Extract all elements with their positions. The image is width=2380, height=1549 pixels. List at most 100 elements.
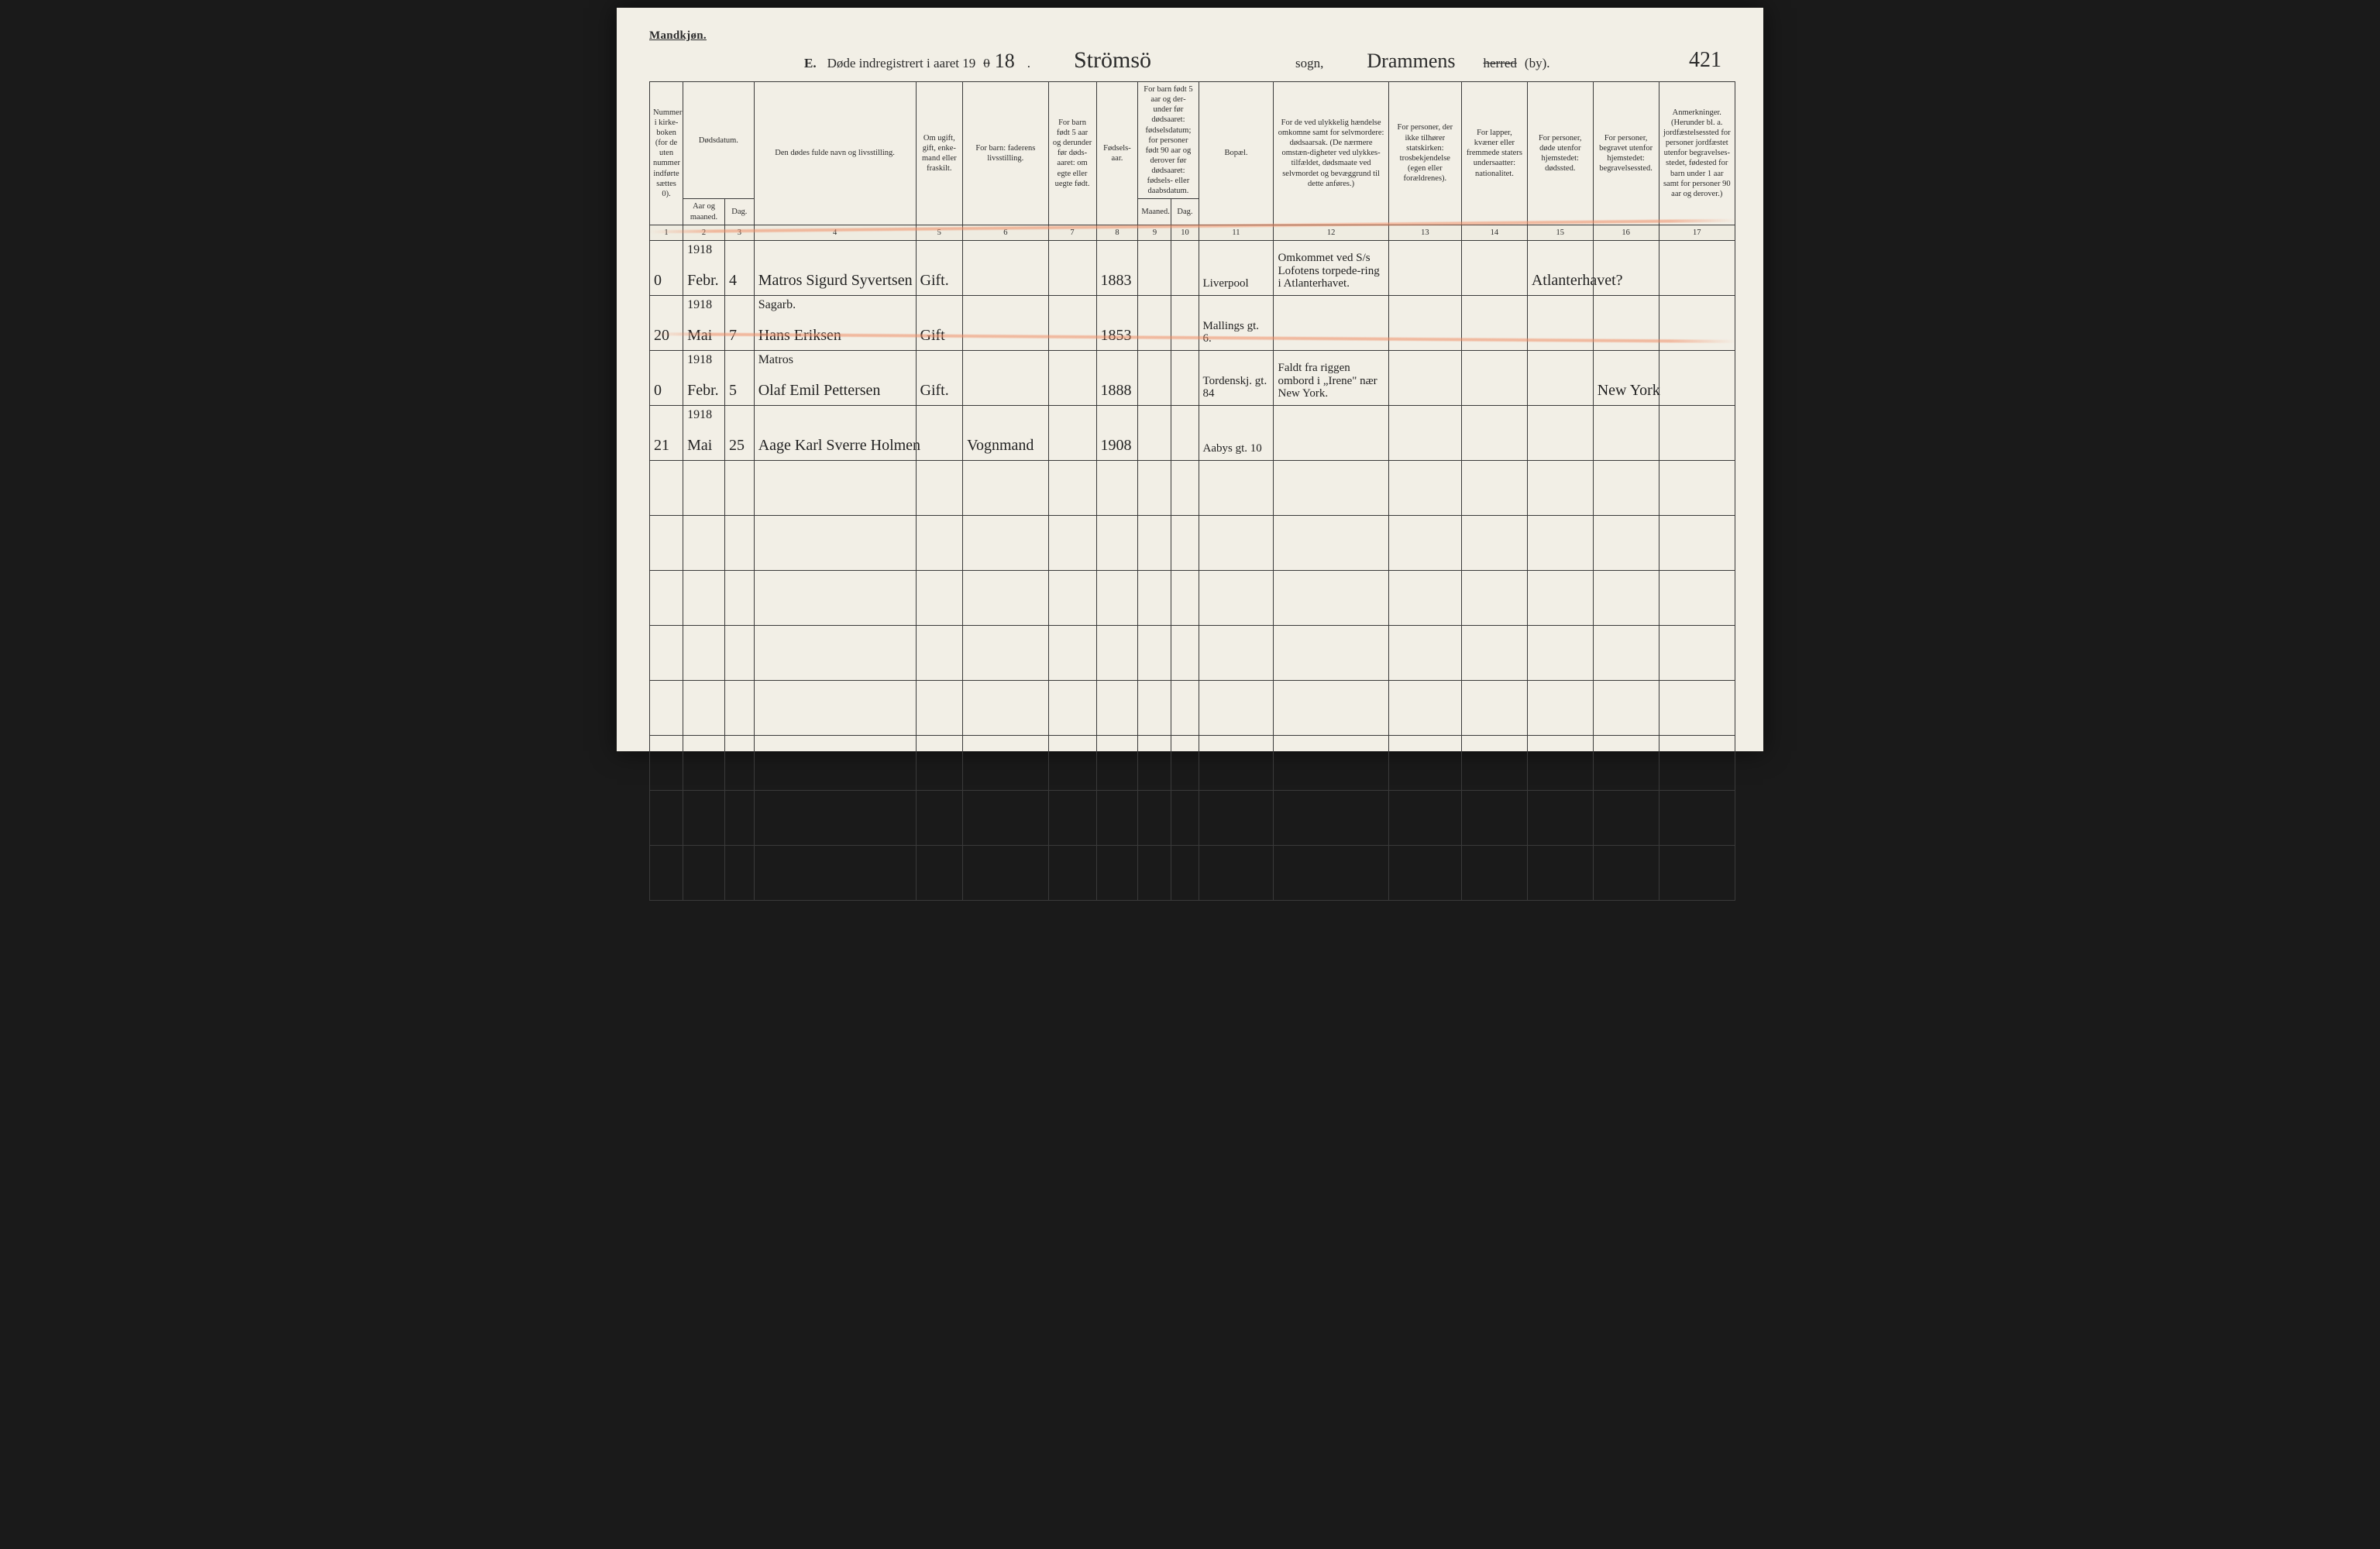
cell-value: 21 [654, 437, 669, 454]
empty-cell [1388, 570, 1461, 625]
cell-preline: 1918 [687, 297, 712, 313]
cell-birthyear: 1908 [1096, 405, 1138, 460]
empty-cell [1461, 790, 1527, 845]
empty-cell [1048, 570, 1096, 625]
col-header-9: Maaned. [1138, 199, 1171, 225]
empty-cell [1274, 515, 1388, 570]
cell-num: 0 [650, 240, 683, 295]
col-header-2a: Aar og maaned. [683, 199, 725, 225]
empty-cell [1096, 570, 1138, 625]
col-header-8: Fødsels-aar. [1096, 82, 1138, 225]
cell-value: Faldt fra riggen ombord i „Irene" nær Ne… [1278, 362, 1377, 400]
empty-cell [683, 460, 725, 515]
cell-father: Vognmand [963, 405, 1048, 460]
gender-label: Mandkjøn. [649, 29, 1735, 43]
cell-day: 25 [724, 405, 754, 460]
empty-cell [963, 460, 1048, 515]
register-page: Mandkjøn. E. Døde indregistrert i aaret … [617, 8, 1763, 751]
empty-cell [1048, 515, 1096, 570]
sogn-handwritten: Strömsö [1069, 47, 1156, 74]
cell-value: Liverpool [1203, 277, 1249, 290]
cell-status: Gift [916, 295, 963, 350]
col-header-13: For personer, der ikke tilhører statskir… [1388, 82, 1461, 225]
empty-cell [1171, 570, 1199, 625]
cell-name: MatrosOlaf Emil Pettersen [754, 350, 916, 405]
empty-cell [1527, 735, 1593, 790]
empty-cell [1527, 680, 1593, 735]
cell-father [963, 240, 1048, 295]
empty-cell [963, 625, 1048, 680]
empty-cell [1274, 625, 1388, 680]
empty-cell [754, 570, 916, 625]
cell-preline: Matros [758, 352, 793, 368]
empty-cell [963, 515, 1048, 570]
col-header-4: Den dødes fulde navn og livsstilling. [754, 82, 916, 225]
cell-value: Aage Karl Sverre Holmen [758, 437, 920, 454]
empty-cell [1527, 460, 1593, 515]
empty-cell [916, 515, 963, 570]
empty-cell [1138, 680, 1171, 735]
empty-cell [1388, 460, 1461, 515]
empty-cell [1461, 845, 1527, 900]
cell-value: Febr. [687, 382, 719, 399]
empty-cell [754, 625, 916, 680]
empty-cell [1274, 845, 1388, 900]
cell-bm [1138, 350, 1171, 405]
cell-num: 0 [650, 350, 683, 405]
cell-day: 4 [724, 240, 754, 295]
empty-cell [1593, 515, 1659, 570]
empty-cell [1171, 515, 1199, 570]
cell-birthyear: 1883 [1096, 240, 1138, 295]
cell-notes [1659, 240, 1735, 295]
col-number: 17 [1659, 225, 1735, 240]
cell-bd [1171, 405, 1199, 460]
empty-cell [1171, 735, 1199, 790]
empty-cell [1199, 845, 1274, 900]
empty-cell [650, 515, 683, 570]
cell-cause [1274, 295, 1388, 350]
year-handwritten: 18 [990, 50, 1020, 73]
empty-cell [683, 570, 725, 625]
register-title-prefix: Døde indregistrert i aaret 19 [827, 56, 976, 71]
cell-faith [1388, 295, 1461, 350]
cell-nat [1461, 405, 1527, 460]
cell-day: 7 [724, 295, 754, 350]
col-header-9-10-group: For barn født 5 aar og der-under før død… [1138, 82, 1199, 199]
empty-cell [1388, 845, 1461, 900]
cell-notes [1659, 405, 1735, 460]
cell-notes [1659, 350, 1735, 405]
empty-cell [1199, 570, 1274, 625]
empty-cell [1659, 460, 1735, 515]
col-header-15: For personer, døde utenfor hjemstedet: d… [1527, 82, 1593, 225]
empty-cell [650, 790, 683, 845]
col-number: 12 [1274, 225, 1388, 240]
cell-birthyear: 1853 [1096, 295, 1138, 350]
cell-name: Sagarb.Hans Eriksen [754, 295, 916, 350]
cell-value: New York [1598, 382, 1660, 399]
empty-cell [650, 680, 683, 735]
herred-handwritten: Drammens [1362, 50, 1460, 73]
empty-cell [916, 570, 963, 625]
cell-year_month: 1918Febr. [683, 240, 725, 295]
cell-bd [1171, 295, 1199, 350]
empty-cell [916, 680, 963, 735]
cell-legit [1048, 240, 1096, 295]
cell-num: 21 [650, 405, 683, 460]
col-number: 15 [1527, 225, 1593, 240]
empty-cell [1461, 570, 1527, 625]
empty-cell [1048, 790, 1096, 845]
cell-value: 5 [729, 382, 737, 399]
empty-cell [754, 845, 916, 900]
empty-cell [1199, 735, 1274, 790]
empty-cell [683, 625, 725, 680]
by-label: (by). [1525, 56, 1550, 71]
cell-status [916, 405, 963, 460]
record-row: 201918Mai7Sagarb.Hans EriksenGift1853Mal… [650, 295, 1735, 350]
cell-legit [1048, 350, 1096, 405]
empty-cell [724, 625, 754, 680]
empty-cell [963, 680, 1048, 735]
empty-row [650, 845, 1735, 900]
empty-cell [1096, 735, 1138, 790]
cell-status: Gift. [916, 240, 963, 295]
col-header-12: For de ved ulykkelig hændelse omkomne sa… [1274, 82, 1388, 225]
